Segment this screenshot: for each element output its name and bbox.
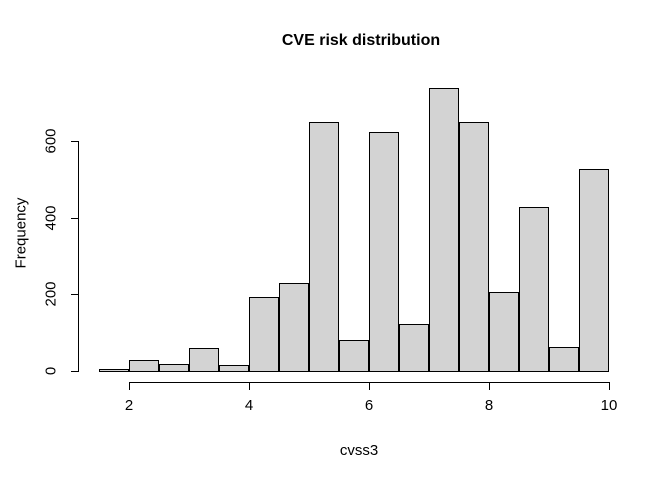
x-tick [489, 382, 490, 390]
y-tick-label: 0 [42, 366, 60, 376]
y-axis-line [78, 141, 79, 372]
x-tick [129, 382, 130, 390]
histogram-bar [279, 283, 309, 372]
y-tick-label: 400 [42, 205, 60, 231]
histogram-bar [129, 360, 159, 372]
histogram-bar [489, 292, 519, 372]
histogram-bar [519, 207, 549, 372]
histogram-bar [189, 348, 219, 372]
y-tick-label: 600 [42, 128, 60, 154]
histogram-bar [369, 132, 399, 372]
histogram-bar [249, 297, 279, 372]
y-tick [71, 141, 79, 142]
histogram-bar [399, 324, 429, 372]
chart-title: CVE risk distribution [281, 32, 441, 49]
x-tick [609, 382, 610, 390]
histogram-bar [429, 88, 459, 372]
histogram-bar [459, 122, 489, 372]
histogram-bar [339, 340, 369, 372]
y-axis-title: Frequency [12, 197, 30, 269]
y-tick [71, 294, 79, 295]
x-tick-label: 2 [124, 397, 134, 414]
x-tick-label: 8 [484, 397, 494, 414]
x-tick-label: 4 [244, 397, 254, 414]
x-tick [249, 382, 250, 390]
histogram-bar [549, 347, 579, 372]
histogram-bar [99, 369, 129, 372]
y-tick [71, 371, 79, 372]
histogram-bar [309, 122, 339, 372]
histogram-bar [219, 365, 249, 372]
y-tick [71, 218, 79, 219]
x-tick [369, 382, 370, 390]
histogram-bar [579, 169, 609, 372]
histogram-bar [159, 364, 189, 372]
x-tick-label: 6 [364, 397, 374, 414]
x-tick-label: 10 [600, 397, 618, 414]
x-axis-title: cvss3 [339, 442, 379, 459]
y-tick-label: 200 [42, 281, 60, 307]
